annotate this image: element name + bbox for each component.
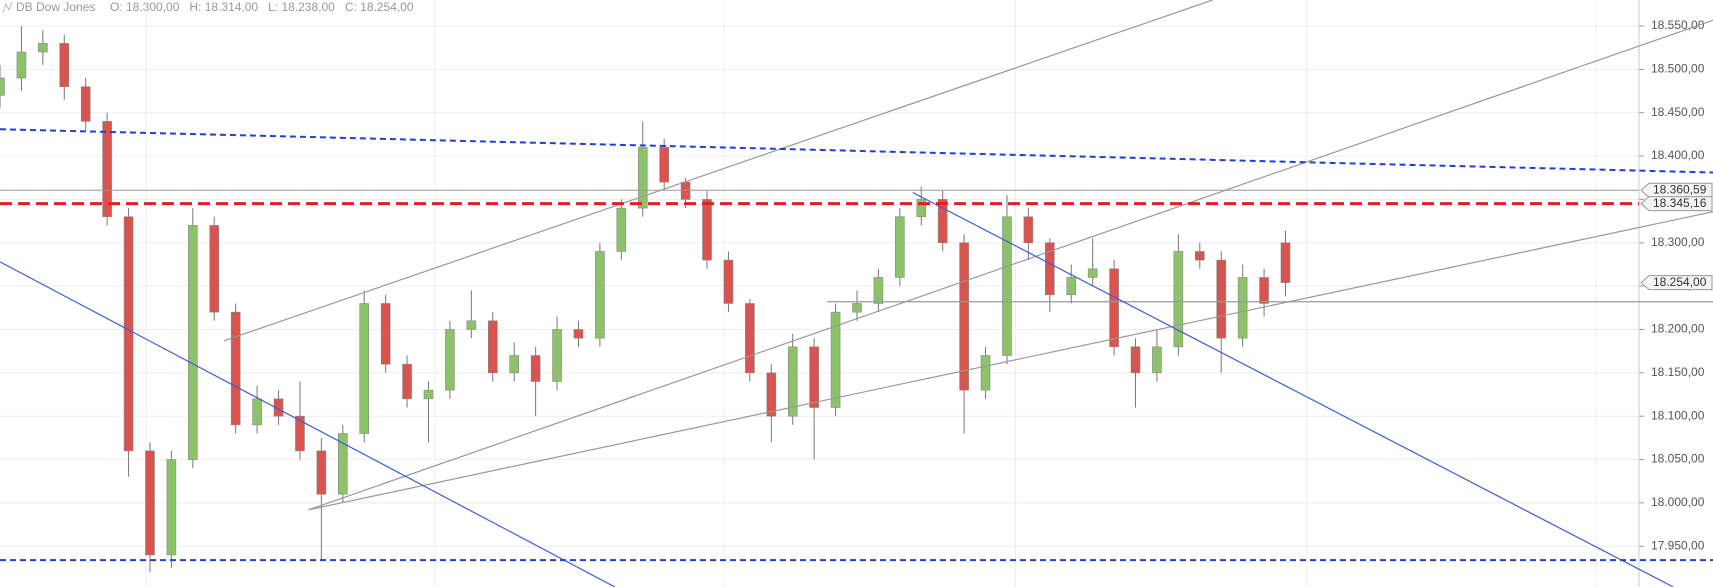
candle-body [680,181,691,200]
candle-body [616,207,627,252]
y-tick-label: 18.450,00 [1651,105,1705,119]
candle-body [380,303,391,365]
candle-body [102,121,112,218]
candle-body [1045,242,1055,296]
y-tick-label: 18.000,00 [1651,495,1705,509]
candle-body [145,450,155,556]
candle-body [1194,251,1205,261]
candle-body [637,147,648,209]
y-tick-label: 18.300,00 [1651,235,1705,249]
candle-body [745,303,755,374]
candle-body [466,320,477,330]
candle-body [273,398,284,417]
candle-body [509,355,519,374]
ohlc-label: H: 18.314,00 [189,0,258,14]
candle-body [723,259,734,304]
candle-body [166,459,177,556]
candle-body [252,398,262,426]
candle-body [487,320,498,374]
candle-body [830,311,841,408]
candle-body [123,216,134,452]
candle-body [445,329,455,391]
candle-body [1173,251,1184,348]
candle-body [230,311,241,426]
candle-body [873,277,884,304]
y-tick-label: 17.950,00 [1651,538,1705,552]
price-tag-label: 18.345,16 [1653,196,1707,210]
candle-body [1216,259,1227,339]
candle-body [402,363,412,400]
candle-body [573,329,584,339]
candle-body [59,43,70,88]
price-tag-label: 18.360,59 [1653,182,1707,196]
price-tag-label: 18.254,00 [1653,275,1707,289]
candle-body [1259,277,1269,304]
candle-body [895,216,905,278]
candle-body [552,329,562,382]
candle-body [595,251,605,339]
trend-line [912,191,1674,587]
trend-line [308,19,1713,511]
candle-body [337,433,348,495]
ohlc-label: C: 18.254,00 [345,0,414,14]
ohlc-label: L: 18.238,00 [268,0,335,14]
candle-body [937,199,948,244]
candle-body [1130,346,1141,374]
ohlc-label: O: 18.300,00 [110,0,180,14]
candle-body [188,225,198,460]
candle-body [959,242,969,391]
y-tick-label: 18.100,00 [1651,408,1705,422]
candle-body [530,355,541,382]
candle-body [1109,268,1119,348]
price-tag [1640,196,1713,212]
candle-body [359,303,370,434]
candle-body [80,86,91,122]
candle-body [16,51,27,79]
trend-line [308,211,1713,511]
candle-body [1152,346,1162,374]
price-tag [1640,182,1713,198]
candle-body [209,225,220,313]
candle-body [316,450,327,495]
y-tick-label: 18.050,00 [1651,452,1705,466]
candle-body [766,372,777,417]
candle-body [1023,216,1034,244]
candle-body [1002,216,1012,356]
candle-body [809,346,819,408]
y-tick-label: 18.550,00 [1651,18,1705,32]
candle-body [1066,277,1077,296]
chart-title: DB Dow Jones [16,0,95,14]
candle-body [1087,268,1098,278]
candle-body [787,346,798,417]
y-tick-label: 18.200,00 [1651,322,1705,336]
y-tick-label: 18.400,00 [1651,148,1705,162]
symbol-icon [2,1,13,14]
candle-body [0,77,5,96]
candle-body [1280,242,1291,283]
candle-body [852,303,862,313]
candle-body [702,199,712,261]
trend-line [223,0,1213,342]
trend-line [0,261,616,587]
y-tick-label: 18.150,00 [1651,365,1705,379]
candle-body [980,355,991,391]
candle-body [295,415,305,452]
candle-body [659,147,669,183]
candle-body [38,43,48,53]
candle-body [1237,277,1248,339]
price-tag [1640,275,1713,291]
candle-body [423,389,434,400]
candle-body [916,199,927,218]
y-tick-label: 18.500,00 [1651,62,1705,76]
trend-line [0,128,1713,174]
